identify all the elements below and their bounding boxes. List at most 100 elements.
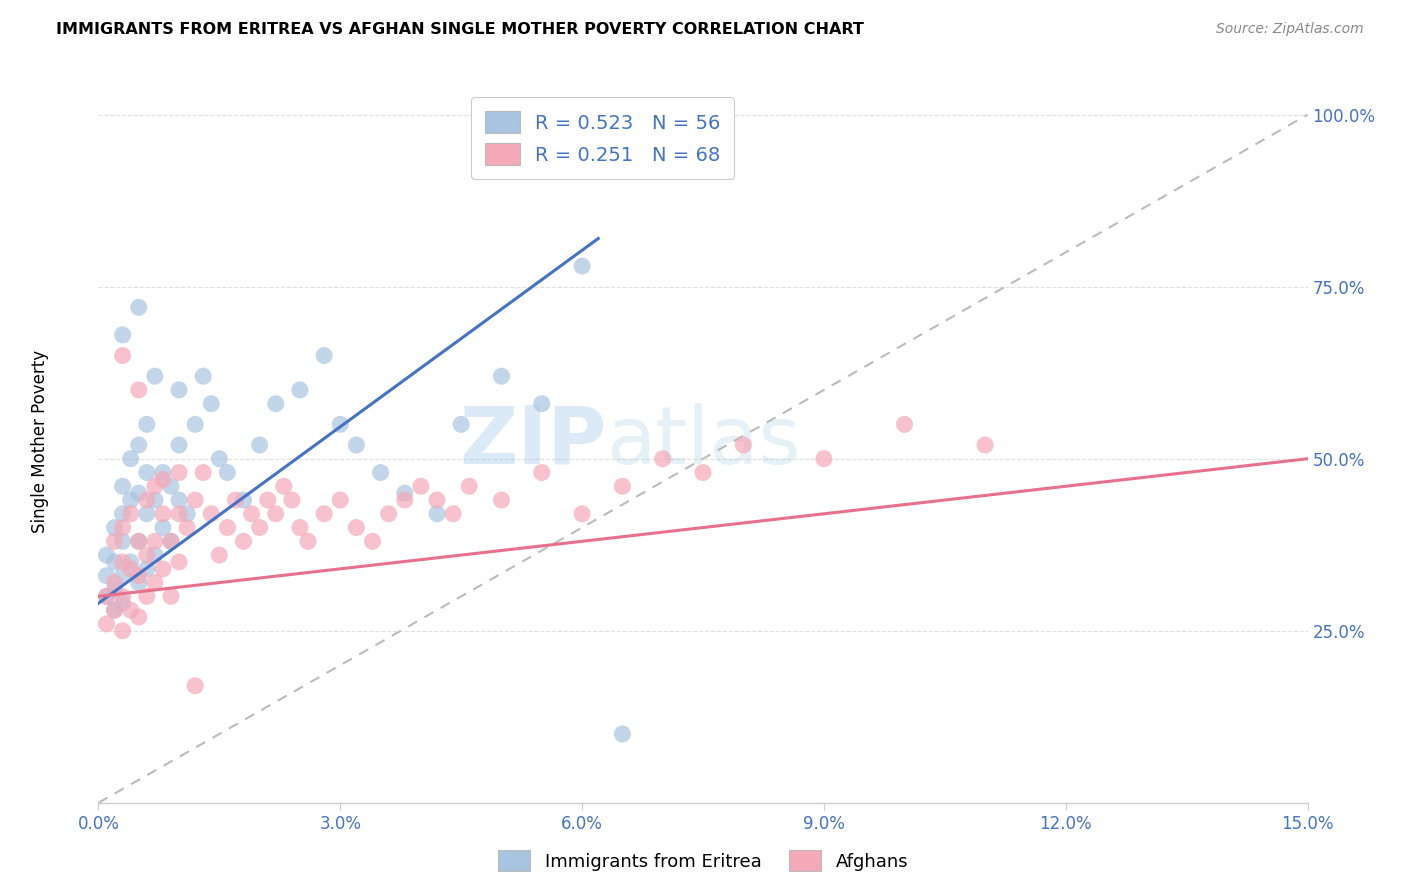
Text: Single Mother Poverty: Single Mother Poverty — [31, 350, 49, 533]
Point — [288, 520, 311, 534]
Point — [692, 466, 714, 480]
Point — [344, 438, 367, 452]
Point — [128, 438, 150, 452]
Point — [103, 603, 125, 617]
Point — [256, 493, 278, 508]
Point — [111, 349, 134, 363]
Point — [96, 616, 118, 631]
Text: ZIP: ZIP — [458, 402, 606, 481]
Point — [143, 534, 166, 549]
Point — [143, 575, 166, 590]
Point — [128, 486, 150, 500]
Text: Source: ZipAtlas.com: Source: ZipAtlas.com — [1216, 22, 1364, 37]
Point — [491, 493, 513, 508]
Point — [160, 590, 183, 604]
Point — [167, 507, 190, 521]
Point — [128, 383, 150, 397]
Point — [240, 507, 263, 521]
Point — [361, 534, 384, 549]
Point — [160, 534, 183, 549]
Point — [314, 507, 336, 521]
Point — [96, 590, 118, 604]
Point — [111, 590, 134, 604]
Point — [208, 451, 231, 466]
Point — [103, 603, 125, 617]
Point — [314, 349, 336, 363]
Point — [135, 493, 157, 508]
Point — [135, 548, 157, 562]
Point — [200, 397, 222, 411]
Point — [208, 548, 231, 562]
Text: IMMIGRANTS FROM ERITREA VS AFGHAN SINGLE MOTHER POVERTY CORRELATION CHART: IMMIGRANTS FROM ERITREA VS AFGHAN SINGLE… — [56, 22, 865, 37]
Point — [111, 479, 134, 493]
Point — [120, 603, 142, 617]
Text: atlas: atlas — [606, 402, 800, 481]
Point — [571, 259, 593, 273]
Point — [167, 555, 190, 569]
Point — [426, 507, 449, 521]
Point — [974, 438, 997, 452]
Point — [217, 466, 239, 480]
Point — [409, 479, 432, 493]
Point — [200, 507, 222, 521]
Point — [612, 727, 634, 741]
Point — [176, 520, 198, 534]
Point — [111, 327, 134, 342]
Point — [249, 520, 271, 534]
Point — [128, 534, 150, 549]
Point — [297, 534, 319, 549]
Point — [143, 493, 166, 508]
Point — [103, 555, 125, 569]
Point — [344, 520, 367, 534]
Point — [450, 417, 472, 432]
Point — [143, 479, 166, 493]
Point — [370, 466, 392, 480]
Point — [128, 575, 150, 590]
Point — [394, 493, 416, 508]
Point — [111, 507, 134, 521]
Point — [143, 548, 166, 562]
Point — [264, 507, 287, 521]
Point — [167, 493, 190, 508]
Point — [491, 369, 513, 384]
Legend: R = 0.523   N = 56, R = 0.251   N = 68: R = 0.523 N = 56, R = 0.251 N = 68 — [471, 97, 734, 179]
Point — [152, 562, 174, 576]
Point — [96, 548, 118, 562]
Point — [128, 534, 150, 549]
Point — [128, 610, 150, 624]
Point — [571, 507, 593, 521]
Point — [120, 451, 142, 466]
Point — [111, 624, 134, 638]
Point — [193, 466, 215, 480]
Point — [249, 438, 271, 452]
Point — [232, 534, 254, 549]
Point — [152, 520, 174, 534]
Point — [377, 507, 399, 521]
Point — [184, 493, 207, 508]
Point — [120, 493, 142, 508]
Point — [167, 383, 190, 397]
Point — [103, 582, 125, 597]
Point — [111, 596, 134, 610]
Point — [96, 590, 118, 604]
Point — [160, 479, 183, 493]
Point — [128, 568, 150, 582]
Point — [128, 301, 150, 315]
Point — [103, 520, 125, 534]
Point — [458, 479, 481, 493]
Point — [651, 451, 673, 466]
Point — [111, 555, 134, 569]
Point — [329, 417, 352, 432]
Point — [103, 534, 125, 549]
Point — [329, 493, 352, 508]
Point — [394, 486, 416, 500]
Point — [530, 397, 553, 411]
Point — [733, 438, 755, 452]
Point — [264, 397, 287, 411]
Point — [184, 679, 207, 693]
Point — [143, 369, 166, 384]
Point — [96, 568, 118, 582]
Point — [232, 493, 254, 508]
Point — [152, 472, 174, 486]
Point — [184, 417, 207, 432]
